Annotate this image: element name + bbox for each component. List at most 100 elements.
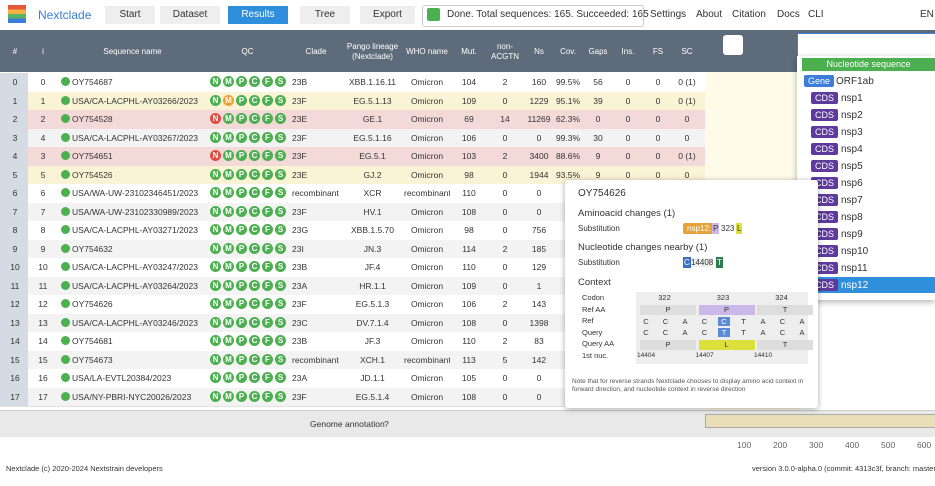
ref-nuc: C [779, 317, 786, 326]
cds-item[interactable]: nsp11 [841, 263, 868, 274]
nav-link[interactable]: CLI [808, 9, 824, 20]
row-number-cell [0, 295, 28, 314]
column-header[interactable]: FS [652, 47, 664, 56]
table-cell: 113 [462, 354, 476, 365]
column-header[interactable]: non-ACGTN [491, 42, 519, 61]
step-button[interactable]: Dataset [160, 6, 220, 24]
qc-badge: N [210, 76, 221, 87]
table-cell: 56 [593, 77, 603, 87]
table-cell: 3 [40, 151, 46, 161]
cds-item[interactable]: nsp3 [841, 127, 863, 138]
table-cell: 143 [531, 299, 547, 309]
dropdown-title[interactable]: Nucleotide sequence [802, 58, 935, 71]
column-header[interactable]: Mut. [461, 47, 477, 56]
first-nuc: 14404 [637, 352, 656, 359]
row-number-cell [0, 313, 28, 332]
table-cell: Omicron [410, 391, 444, 402]
table-cell: Omicron [410, 151, 444, 161]
step-button[interactable]: Tree [300, 6, 350, 24]
column-header[interactable]: # [12, 47, 18, 56]
nav-link[interactable]: Citation [732, 9, 766, 20]
query-nuc: C [643, 328, 649, 337]
table-cell: 5 [502, 354, 508, 365]
qc-badge: C [249, 335, 260, 346]
qc-badge: M [223, 372, 234, 383]
qc-badge: M [223, 150, 234, 161]
column-header[interactable]: i [42, 47, 44, 56]
nav-link[interactable]: Settings [650, 9, 687, 20]
footer-left: Nextclade (c) 2020-2024 Nextstrain devel… [6, 464, 163, 473]
qc-badge: S [275, 205, 286, 217]
table-cell: 13 [10, 317, 20, 328]
column-header[interactable]: Clade [305, 47, 327, 56]
column-header[interactable]: Ns [534, 47, 544, 56]
cds-item[interactable]: nsp12 [841, 280, 869, 291]
column-header[interactable]: Sequence name [103, 47, 162, 56]
axis-tick-label: 300 [809, 440, 824, 450]
table-cell: 185 [531, 243, 547, 254]
table-cell: USA/CA-LACPHL-AY03271/2023 [72, 225, 198, 235]
filter-button[interactable] [723, 35, 743, 55]
table-cell: 0 [12, 77, 18, 87]
column-header[interactable]: QC [241, 47, 254, 56]
table-cell: 2 [502, 77, 508, 87]
qc-badge: F [262, 205, 273, 217]
table-cell: 9 [595, 169, 601, 180]
table-cell: 110 [462, 336, 476, 346]
qc-badge: S [275, 150, 286, 161]
table-cell: 2 [12, 114, 18, 124]
cds-item[interactable]: nsp4 [841, 144, 863, 155]
step-button[interactable]: Results [228, 6, 288, 24]
cds-search[interactable] [797, 33, 935, 57]
genome-label: Genome annotation [310, 419, 385, 429]
ok-icon [61, 188, 70, 197]
tooltip-title: OY754626 [578, 188, 626, 199]
cds-item[interactable]: nsp2 [841, 110, 863, 121]
step-button[interactable]: Start [105, 6, 155, 24]
qc-badge: S [275, 94, 286, 106]
table-cell: 2 [502, 299, 508, 309]
cds-item[interactable]: nsp6 [841, 178, 863, 189]
column-header[interactable]: Pango lineage (Nextclade) [346, 42, 399, 61]
column-header[interactable]: WHO name [406, 47, 448, 56]
table-cell: 11269 [527, 114, 551, 124]
nav-link[interactable]: About [696, 9, 723, 20]
table-cell: 9 [595, 151, 601, 161]
column-header[interactable]: Cov. [560, 47, 576, 56]
column-header[interactable]: SC [681, 47, 693, 56]
step-button[interactable]: Export [360, 6, 415, 24]
query-aa: L [698, 340, 755, 350]
table-cell: 108 [461, 391, 477, 402]
cds-item[interactable]: nsp9 [841, 229, 863, 240]
ok-icon [61, 114, 70, 123]
cds-item[interactable]: nsp8 [841, 212, 863, 223]
column-header[interactable]: Gaps [588, 47, 608, 56]
ok-icon [61, 373, 70, 382]
table-cell: JF.3 [364, 336, 381, 346]
context-label: Query AA [582, 339, 615, 348]
query-nuc: T [718, 328, 730, 337]
aa-type: Substitution [578, 224, 620, 233]
axis-tick-label: 100 [737, 440, 752, 450]
table-cell: 160 [531, 77, 547, 87]
table-cell: 756 [531, 225, 547, 235]
gene-name[interactable]: ORF1ab [836, 76, 874, 87]
cds-item[interactable]: nsp7 [841, 195, 863, 206]
cds-item[interactable]: nsp5 [841, 161, 863, 172]
table-cell: 4 [40, 132, 46, 143]
cds-item[interactable]: nsp10 [841, 246, 869, 257]
genome-annotation-track [705, 414, 935, 428]
codon: 324 [775, 293, 788, 302]
qc-badge: M [223, 94, 234, 106]
ok-icon [61, 299, 70, 308]
table-cell: 0 [625, 77, 631, 87]
lang-button[interactable]: EN [920, 9, 934, 20]
ok-icon [61, 391, 70, 401]
nav-link[interactable]: Docs [777, 9, 800, 20]
table-cell: XBB.1.16.11 [348, 77, 397, 87]
genome-help[interactable]: ? [384, 419, 389, 429]
cds-item[interactable]: nsp1 [841, 93, 863, 104]
column-header[interactable]: Ins. [621, 47, 635, 56]
table-cell: 99.5% [555, 77, 581, 87]
table-cell: OY754687 [72, 77, 113, 87]
